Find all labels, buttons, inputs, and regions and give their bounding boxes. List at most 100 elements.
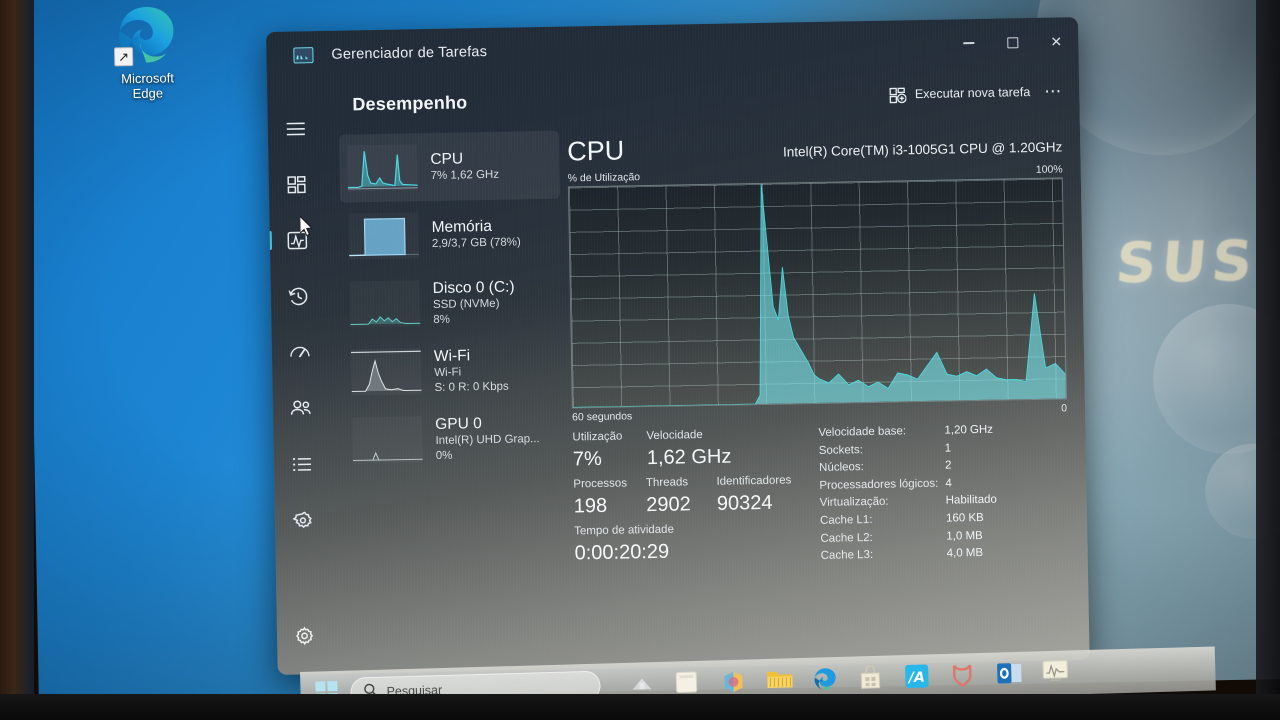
list-item-cpu[interactable]: CPU 7% 1,62 GHz <box>338 130 561 203</box>
stat-value: 0:00:20:29 <box>574 540 670 565</box>
list-item-title: Disco 0 (C:) <box>432 278 515 297</box>
run-new-task-button[interactable]: Executar nova tarefa <box>889 85 1031 103</box>
window-controls: ✕ <box>946 18 1079 66</box>
navigation-rail <box>267 79 333 675</box>
cpu-model-label: Intel(R) Core(TM) i3-1005G1 CPU @ 1.20GH… <box>782 139 1063 160</box>
details-icon <box>291 456 311 472</box>
stat-label: Identificadores <box>716 474 792 488</box>
list-item-title: Memória <box>431 218 493 237</box>
svg-text:/A: /A <box>907 669 925 685</box>
new-task-icon <box>889 87 907 103</box>
chart-y-min-label: 0 <box>1061 402 1068 415</box>
window-body: Desempenho Executar no <box>267 65 1090 675</box>
sidebar-item-app-history[interactable] <box>277 275 320 318</box>
stat-value: 7% <box>572 447 602 471</box>
list-item-disk[interactable]: Disco 0 (C:) SSD (NVMe) 8% <box>341 267 562 339</box>
shortcut-arrow-icon: ↗ <box>113 47 134 67</box>
screen-bezel-left <box>0 0 34 720</box>
stat-value: 2902 <box>646 493 692 517</box>
chart-x-axis-label: 60 segundos <box>572 410 633 424</box>
list-item-wifi[interactable]: Wi-Fi Wi-Fi S: 0 R: 0 Kbps <box>343 335 564 407</box>
screen-bezel-bottom <box>0 694 1280 720</box>
sidebar-item-details[interactable] <box>280 443 323 486</box>
stat-label: Threads <box>645 476 689 490</box>
list-item-subtitle-2: 8% <box>433 313 451 326</box>
close-button[interactable]: ✕ <box>1050 32 1063 50</box>
office-icon[interactable] <box>720 668 748 696</box>
desktop-icon-microsoft-edge[interactable]: ↗ Microsoft Edge <box>100 1 194 102</box>
stat-label: Utilização <box>572 430 623 444</box>
cpu-detail-pane: CPU Intel(R) Core(TM) i3-1005G1 CPU @ 1.… <box>559 121 1088 570</box>
stat-speed: Velocidade 1,62 GHz <box>646 426 745 471</box>
task-manager-taskbar-icon[interactable] <box>1042 659 1070 687</box>
detail-title: CPU <box>566 135 625 167</box>
taskbar-icons: /A <box>628 659 1070 698</box>
list-item-title: CPU <box>430 150 464 169</box>
disk-thumbnail-graph <box>350 280 421 327</box>
widgets-icon[interactable] <box>674 669 702 697</box>
list-item-subtitle-2: 0% <box>435 449 453 462</box>
stat-utilization: Utilização 7% <box>572 428 647 472</box>
stat-value: 1,62 GHz <box>646 445 732 470</box>
microsoft-edge-icon[interactable] <box>812 665 840 693</box>
list-item-subtitle-2: S: 0 R: 0 Kbps <box>434 380 509 394</box>
stat-label: Tempo de atividade <box>574 523 675 538</box>
red-shield-app-icon[interactable] <box>950 662 978 690</box>
more-options-button[interactable]: ⋯ <box>1044 81 1064 101</box>
cpu-utilization-chart <box>567 177 1067 409</box>
cpu-thumbnail-graph <box>347 144 418 191</box>
cpu-statistics: Utilização 7% Velocidade 1,62 GHz <box>572 420 1069 570</box>
outlook-icon[interactable] <box>996 660 1024 688</box>
file-explorer-icon[interactable] <box>766 667 794 695</box>
content-area: Desempenho Executar no <box>322 65 1090 674</box>
list-item-gpu[interactable]: GPU 0 Intel(R) UHD Grap... 0% <box>344 403 565 475</box>
performance-panes: CPU 7% 1,62 GHz <box>323 117 1088 575</box>
settings-button[interactable] <box>283 614 326 657</box>
sidebar-item-users[interactable] <box>279 387 322 430</box>
task-manager-window: Gerenciador de Tarefas ✕ <box>266 17 1090 675</box>
memory-thumbnail-graph <box>348 212 420 259</box>
list-item-memory[interactable]: Memória 2,9/3,7 GB (78%) <box>340 199 561 271</box>
processes-icon <box>286 175 306 194</box>
maximize-button[interactable] <box>990 19 1035 66</box>
hamburger-menu-icon[interactable] <box>274 107 317 150</box>
gear-icon <box>295 626 314 645</box>
sidebar-item-processes[interactable] <box>275 163 318 206</box>
list-item-subtitle: 7% 1,62 GHz <box>430 169 500 183</box>
screen-bezel-right <box>1256 0 1280 720</box>
sidebar-item-performance[interactable] <box>276 219 319 262</box>
sidebar-item-startup-apps[interactable] <box>278 331 321 374</box>
task-manager-icon <box>293 47 314 64</box>
resource-list: CPU 7% 1,62 GHz <box>323 130 567 575</box>
stat-value: 198 <box>573 494 608 518</box>
performance-icon <box>287 230 308 250</box>
list-item-title: GPU 0 <box>435 415 482 433</box>
chart-y-axis-label: % de Utilização <box>567 171 641 185</box>
cpu-spec-list: Velocidade base: 1,20 GHz Sockets: 1 Núcle… <box>818 420 1070 565</box>
task-view-icon[interactable] <box>628 671 656 699</box>
list-item-title: Wi-Fi <box>433 347 471 365</box>
startup-apps-icon <box>288 344 310 360</box>
stat-value: 90324 <box>716 491 773 515</box>
cpu-chart-plot <box>569 178 1066 408</box>
sidebar-item-services[interactable] <box>281 499 324 542</box>
desktop-wallpaper: SUS <box>26 0 1280 702</box>
list-item-subtitle: 2,9/3,7 GB (78%) <box>431 236 521 251</box>
page-title: Desempenho <box>352 91 468 114</box>
content-header: Desempenho Executar no <box>322 65 1080 131</box>
microsoft-store-icon[interactable] <box>858 664 886 692</box>
wifi-thumbnail-graph <box>350 348 422 395</box>
spec-row: Cache L3: 4,0 MB <box>820 547 984 563</box>
stat-threads: Threads 2902 <box>646 474 717 518</box>
app-history-icon <box>288 286 309 307</box>
microsoft-edge-icon: ↗ <box>113 1 180 68</box>
stat-handles: Identificadores 90324 <box>716 472 806 517</box>
chart-y-max-label: 100% <box>1035 163 1063 176</box>
users-icon <box>289 399 311 417</box>
minimize-button[interactable] <box>946 20 991 67</box>
run-new-task-label: Executar nova tarefa <box>914 85 1031 102</box>
stat-label: Velocidade <box>646 429 703 443</box>
services-icon <box>292 510 312 530</box>
blue-app-icon[interactable]: /A <box>904 663 932 691</box>
